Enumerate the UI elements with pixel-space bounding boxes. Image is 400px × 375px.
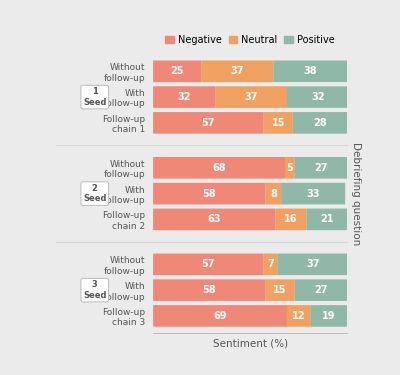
FancyBboxPatch shape xyxy=(287,86,349,108)
FancyBboxPatch shape xyxy=(266,279,295,301)
FancyBboxPatch shape xyxy=(153,254,264,275)
Text: 57: 57 xyxy=(202,260,215,269)
FancyBboxPatch shape xyxy=(295,279,347,301)
Text: 37: 37 xyxy=(244,92,258,102)
Text: 5: 5 xyxy=(286,163,293,173)
Text: 16: 16 xyxy=(284,214,298,224)
FancyBboxPatch shape xyxy=(310,305,347,327)
Text: 32: 32 xyxy=(177,92,191,102)
FancyBboxPatch shape xyxy=(266,183,281,204)
FancyBboxPatch shape xyxy=(273,60,347,82)
FancyBboxPatch shape xyxy=(153,112,264,134)
Text: 68: 68 xyxy=(212,163,226,173)
FancyBboxPatch shape xyxy=(153,209,275,230)
Text: 58: 58 xyxy=(202,189,216,199)
Text: 3
Seed: 3 Seed xyxy=(83,280,106,300)
Text: 37: 37 xyxy=(306,260,320,269)
Text: 25: 25 xyxy=(170,66,184,76)
Text: 38: 38 xyxy=(304,66,317,76)
Text: 33: 33 xyxy=(306,189,320,199)
FancyBboxPatch shape xyxy=(153,279,266,301)
FancyBboxPatch shape xyxy=(281,183,345,204)
FancyBboxPatch shape xyxy=(153,305,287,327)
Text: 7: 7 xyxy=(267,260,274,269)
FancyBboxPatch shape xyxy=(306,209,347,230)
Text: 28: 28 xyxy=(313,118,327,128)
Text: 15: 15 xyxy=(274,285,287,295)
FancyBboxPatch shape xyxy=(153,183,266,204)
FancyBboxPatch shape xyxy=(153,60,202,82)
Text: 37: 37 xyxy=(231,66,244,76)
Text: 57: 57 xyxy=(202,118,215,128)
FancyBboxPatch shape xyxy=(287,305,310,327)
FancyBboxPatch shape xyxy=(295,157,347,178)
FancyBboxPatch shape xyxy=(153,86,215,108)
FancyBboxPatch shape xyxy=(293,112,347,134)
Text: 63: 63 xyxy=(208,214,221,224)
FancyBboxPatch shape xyxy=(215,86,287,108)
FancyBboxPatch shape xyxy=(275,209,306,230)
Text: 2
Seed: 2 Seed xyxy=(83,184,106,203)
Text: 15: 15 xyxy=(272,118,285,128)
FancyBboxPatch shape xyxy=(153,157,285,178)
Text: 27: 27 xyxy=(314,285,328,295)
Text: 58: 58 xyxy=(202,285,216,295)
Text: 27: 27 xyxy=(314,163,328,173)
FancyBboxPatch shape xyxy=(202,60,273,82)
Text: 32: 32 xyxy=(311,92,325,102)
Text: 19: 19 xyxy=(322,311,336,321)
Text: 8: 8 xyxy=(270,189,277,199)
FancyBboxPatch shape xyxy=(285,157,295,178)
FancyBboxPatch shape xyxy=(264,112,293,134)
Text: 1
Seed: 1 Seed xyxy=(83,87,106,107)
Legend: Negative, Neutral, Positive: Negative, Neutral, Positive xyxy=(162,31,339,49)
FancyBboxPatch shape xyxy=(277,254,349,275)
Y-axis label: Debriefing question: Debriefing question xyxy=(351,142,361,245)
FancyBboxPatch shape xyxy=(264,254,277,275)
Text: 21: 21 xyxy=(320,214,334,224)
Text: 69: 69 xyxy=(213,311,227,321)
X-axis label: Sentiment (%): Sentiment (%) xyxy=(212,339,288,349)
Text: 12: 12 xyxy=(292,311,305,321)
